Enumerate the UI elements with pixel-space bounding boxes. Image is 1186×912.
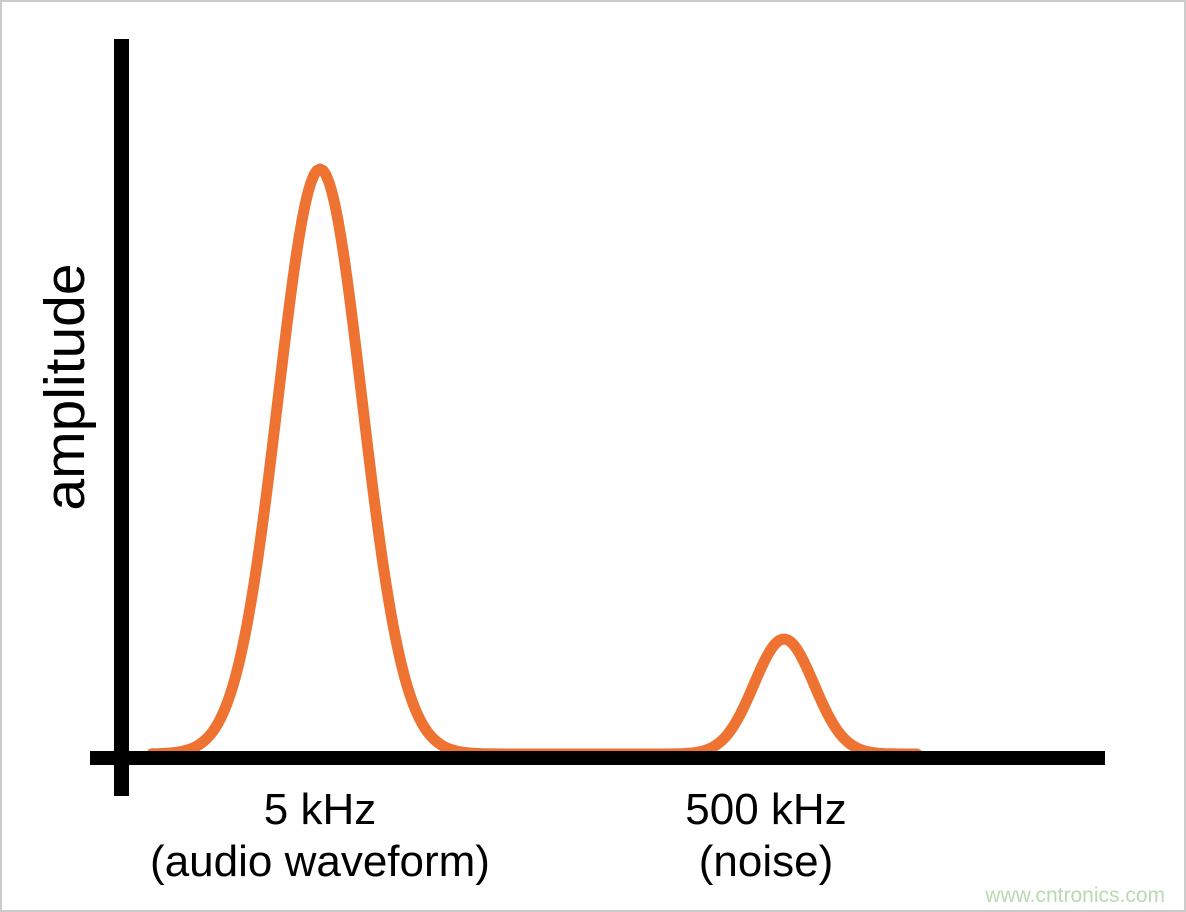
y-axis-label: amplitude bbox=[33, 263, 97, 510]
peak1-frequency-label: 5 kHz bbox=[264, 785, 376, 834]
peak2-frequency-label: 500 kHz bbox=[685, 785, 846, 834]
peak2-description-label: (noise) bbox=[699, 837, 834, 886]
spectrum-curve bbox=[146, 163, 923, 760]
x-axis-line bbox=[90, 751, 1105, 765]
watermark: www.cntronics.com bbox=[984, 884, 1165, 907]
y-axis-line bbox=[114, 39, 129, 796]
peak1-description-label: (audio waveform) bbox=[150, 837, 490, 886]
